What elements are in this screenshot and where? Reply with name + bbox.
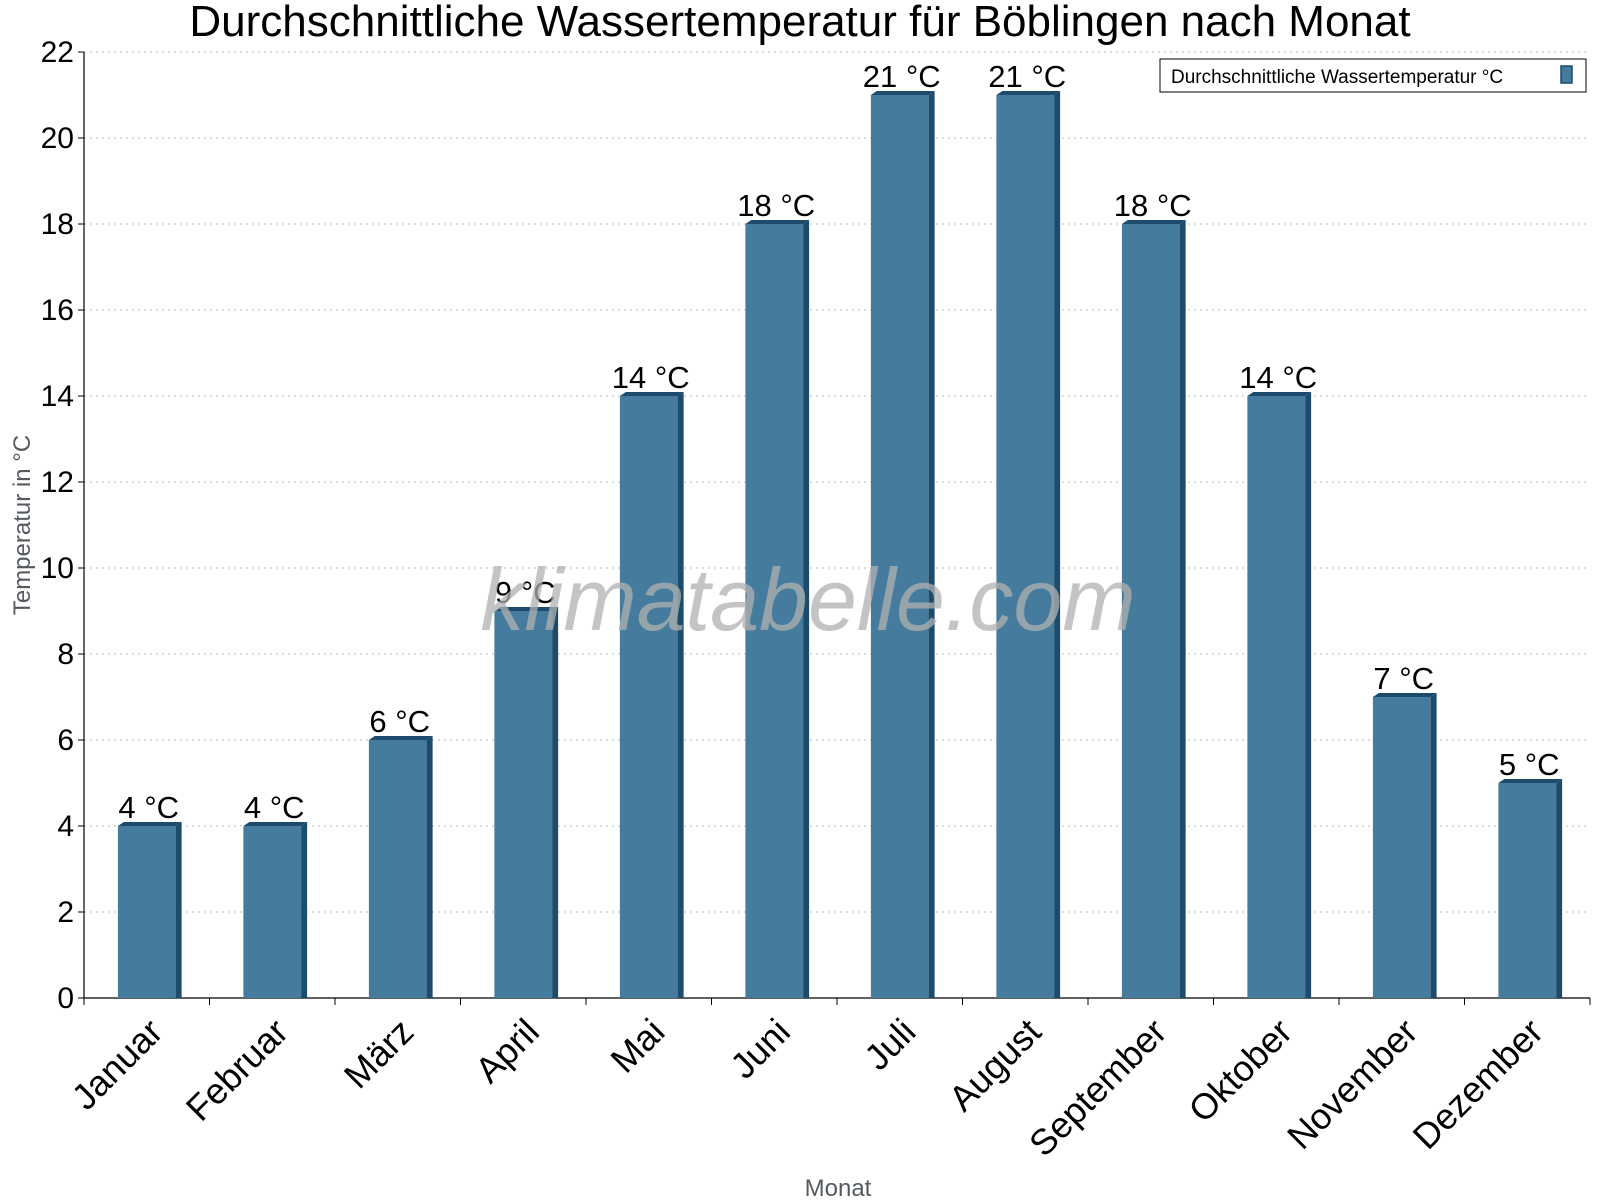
y-tick-label: 18 [41,208,74,241]
legend-swatch [1560,65,1573,84]
x-tick-label: Juni [722,1011,798,1087]
bars [117,91,1563,998]
bar-top [870,91,935,95]
bar [368,740,427,998]
x-tick-label: August [941,1011,1049,1119]
bar-side [928,91,935,998]
x-tick-label: Mai [602,1011,672,1081]
x-tick-label: Juli [856,1011,923,1078]
bar-side [301,822,308,998]
x-tick-label: März [336,1011,422,1097]
bar-top [243,822,308,826]
bar-top [1121,220,1186,224]
bar-top [996,91,1061,95]
x-tick-label: Februar [178,1011,296,1129]
bar-side [175,822,182,998]
bar-top [117,822,182,826]
bar-side [1179,220,1186,998]
bar-side [803,220,810,998]
y-tick-label: 12 [41,466,74,499]
data-label: 21 °C [988,59,1066,94]
data-label: 9 °C [495,575,556,610]
bar-side [1305,392,1312,998]
bar-side [426,736,433,998]
x-tick-label: September [1021,1011,1175,1165]
y-tick-label: 6 [57,724,74,757]
bar-top [368,736,433,740]
bar-side [1430,693,1437,998]
data-labels: 4 °C 4 °C 6 °C 9 °C 14 °C 18 °C 21 °C 21 °C 18 °… [118,59,1559,825]
x-tick-label: Dezember [1404,1011,1550,1157]
y-tick-label: 10 [41,552,74,585]
bar [1372,697,1431,998]
x-axis-title: Monat [805,1175,872,1200]
bar [1498,783,1557,998]
y-tick-label: 4 [57,810,74,843]
bar-top [619,392,684,396]
chart-title: Durchschnittliche Wassertemperatur für B… [189,0,1410,46]
bar-side [1556,779,1563,998]
bar [996,95,1055,998]
legend-box [1159,58,1587,93]
bar [117,826,176,998]
y-tick-label: 0 [57,982,74,1015]
data-label: 18 °C [737,188,815,223]
x-tick-label: April [467,1011,547,1091]
bar-top [1498,779,1563,783]
bar-side [677,392,684,998]
y-tick-label: 8 [57,638,74,671]
y-tick-label: 22 [41,36,74,69]
y-tick-label: 20 [41,122,74,155]
bar [243,826,302,998]
legend: Durchschnittliche Wassertemperatur °C [1159,58,1587,93]
data-label: 14 °C [612,360,690,395]
bar [619,396,678,998]
data-label: 7 °C [1373,661,1434,696]
bar-top [1247,392,1312,396]
bar-top [745,220,810,224]
data-label: 4 °C [118,790,179,825]
x-tick-label: Oktober [1180,1011,1300,1131]
gridlines [84,51,1590,913]
y-tick-label: 16 [41,294,74,327]
data-label: 14 °C [1239,360,1317,395]
data-label: 21 °C [863,59,941,94]
data-label: 18 °C [1114,188,1192,223]
bar-side [552,607,559,998]
y-axis-title: Temperatur in °C [9,435,36,615]
x-tick-label: November [1279,1011,1425,1157]
y-tick-label: 14 [41,380,74,413]
bar [870,95,929,998]
bar [1247,396,1306,998]
bar-top [494,607,559,611]
bar [494,611,553,998]
bar [1121,224,1180,998]
axes [83,52,1590,999]
data-label: 5 °C [1499,747,1560,782]
y-tick-label: 2 [57,896,74,929]
x-tick-label: Januar [64,1011,171,1118]
bar-side [1054,91,1061,998]
watermark: klimatabelle.com [480,550,1135,649]
y-tick-labels: 0 2 4 6 8 10 12 14 16 18 20 22 [41,36,84,1015]
data-label: 4 °C [244,790,305,825]
bar-top [1372,693,1437,697]
x-tick-labels: Januar Februar März April Mai Juni Juli AugustS… [64,998,1591,1165]
legend-label: Durchschnittliche Wassertemperatur °C [1171,67,1503,88]
data-label: 6 °C [369,704,430,739]
bar [745,224,804,998]
